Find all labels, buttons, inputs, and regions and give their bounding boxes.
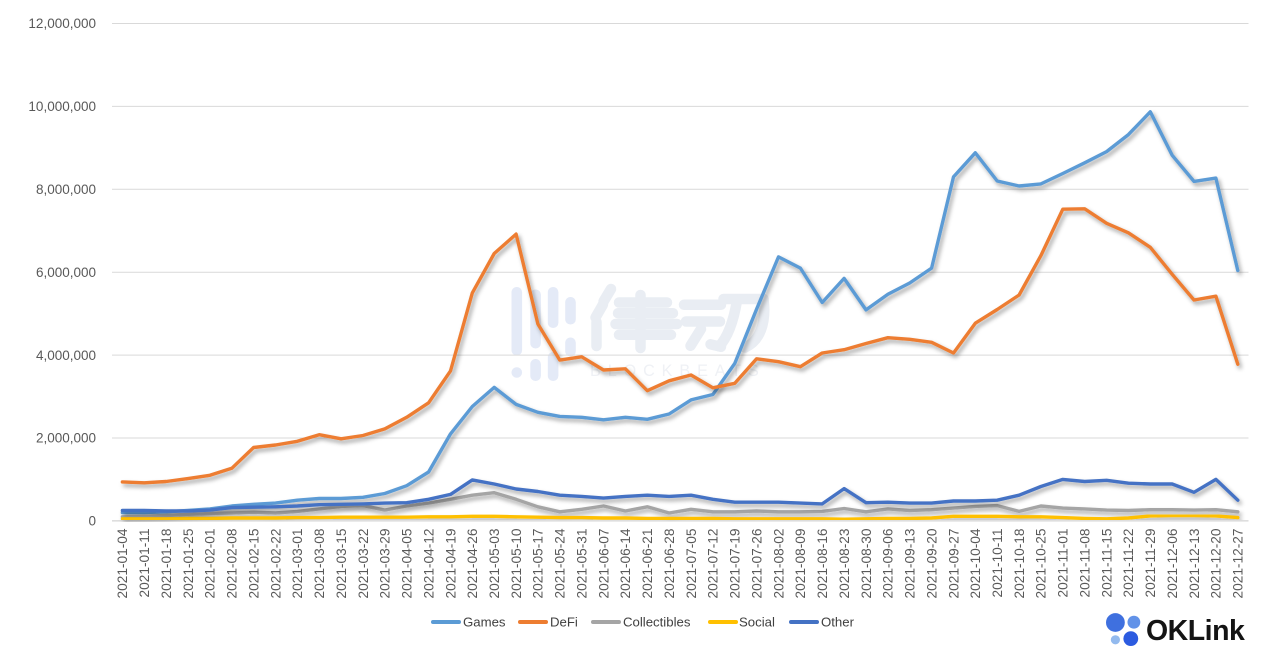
svg-text:2021-05-10: 2021-05-10 xyxy=(509,528,524,598)
svg-text:6,000,000: 6,000,000 xyxy=(36,265,96,280)
svg-text:2021-05-03: 2021-05-03 xyxy=(487,528,502,598)
svg-text:2021-03-15: 2021-03-15 xyxy=(334,528,349,598)
svg-text:Games: Games xyxy=(463,615,506,630)
svg-text:2021-02-15: 2021-02-15 xyxy=(246,528,261,598)
svg-text:12,000,000: 12,000,000 xyxy=(28,16,96,31)
svg-text:2021-11-08: 2021-11-08 xyxy=(1078,528,1093,597)
svg-text:2021-11-15: 2021-11-15 xyxy=(1099,528,1114,597)
svg-text:2021-08-23: 2021-08-23 xyxy=(837,528,852,598)
svg-text:2021-10-04: 2021-10-04 xyxy=(968,528,983,598)
svg-text:2021-02-08: 2021-02-08 xyxy=(225,528,240,598)
svg-text:2021-08-02: 2021-08-02 xyxy=(771,529,786,599)
svg-text:2021-03-29: 2021-03-29 xyxy=(378,529,393,599)
svg-text:2021-12-13: 2021-12-13 xyxy=(1187,528,1202,598)
svg-text:2021-07-05: 2021-07-05 xyxy=(684,528,699,598)
svg-text:2021-04-26: 2021-04-26 xyxy=(465,528,480,598)
svg-text:2021-05-24: 2021-05-24 xyxy=(553,528,568,598)
svg-text:2021-01-11: 2021-01-11 xyxy=(137,529,152,598)
svg-text:2021-03-01: 2021-03-01 xyxy=(290,529,305,599)
svg-text:2021-06-28: 2021-06-28 xyxy=(662,528,677,598)
svg-text:2021-05-31: 2021-05-31 xyxy=(575,529,590,599)
svg-text:2,000,000: 2,000,000 xyxy=(36,431,96,446)
svg-text:2021-08-09: 2021-08-09 xyxy=(793,529,808,599)
svg-text:2021-09-13: 2021-09-13 xyxy=(903,528,918,598)
svg-text:2021-02-22: 2021-02-22 xyxy=(268,529,283,599)
svg-text:2021-12-06: 2021-12-06 xyxy=(1165,528,1180,598)
svg-text:2021-11-22: 2021-11-22 xyxy=(1121,529,1136,598)
svg-text:2021-06-21: 2021-06-21 xyxy=(640,529,655,599)
svg-text:2021-07-12: 2021-07-12 xyxy=(706,529,721,599)
svg-text:Other: Other xyxy=(821,615,855,630)
svg-text:2021-11-29: 2021-11-29 xyxy=(1143,529,1158,598)
svg-text:2021-06-14: 2021-06-14 xyxy=(618,528,633,598)
svg-text:2021-07-26: 2021-07-26 xyxy=(749,528,764,598)
svg-text:2021-10-18: 2021-10-18 xyxy=(1012,528,1027,598)
svg-text:2021-08-16: 2021-08-16 xyxy=(815,528,830,598)
svg-text:8,000,000: 8,000,000 xyxy=(36,182,96,197)
svg-text:2021-08-30: 2021-08-30 xyxy=(859,528,874,598)
svg-text:2021-09-20: 2021-09-20 xyxy=(924,528,939,598)
svg-text:2021-03-08: 2021-03-08 xyxy=(312,528,327,598)
svg-text:2021-03-22: 2021-03-22 xyxy=(356,529,371,599)
svg-text:2021-01-04: 2021-01-04 xyxy=(115,528,130,598)
svg-text:2021-02-01: 2021-02-01 xyxy=(203,529,218,599)
svg-text:2021-10-25: 2021-10-25 xyxy=(1034,528,1049,598)
svg-text:2021-09-27: 2021-09-27 xyxy=(946,529,961,599)
svg-text:2021-07-19: 2021-07-19 xyxy=(728,529,743,599)
svg-text:2021-04-05: 2021-04-05 xyxy=(400,528,415,598)
svg-text:2021-12-20: 2021-12-20 xyxy=(1209,528,1224,598)
svg-text:2021-09-06: 2021-09-06 xyxy=(881,528,896,598)
svg-text:DeFi: DeFi xyxy=(550,615,578,630)
svg-text:2021-06-07: 2021-06-07 xyxy=(596,529,611,599)
svg-text:Collectibles: Collectibles xyxy=(623,615,691,630)
svg-text:2021-04-12: 2021-04-12 xyxy=(421,529,436,599)
svg-text:2021-11-01: 2021-11-01 xyxy=(1056,529,1071,598)
svg-text:2021-12-27: 2021-12-27 xyxy=(1231,529,1246,599)
svg-text:2021-01-18: 2021-01-18 xyxy=(159,528,174,598)
svg-text:4,000,000: 4,000,000 xyxy=(36,348,96,363)
svg-text:2021-10-11: 2021-10-11 xyxy=(990,529,1005,598)
svg-text:0: 0 xyxy=(88,514,96,529)
svg-text:Social: Social xyxy=(739,615,775,630)
svg-text:2021-01-25: 2021-01-25 xyxy=(181,528,196,598)
svg-text:OKLink: OKLink xyxy=(1146,615,1245,647)
svg-text:2021-05-17: 2021-05-17 xyxy=(531,529,546,599)
svg-text:10,000,000: 10,000,000 xyxy=(28,99,96,114)
svg-text:2021-04-19: 2021-04-19 xyxy=(443,529,458,599)
